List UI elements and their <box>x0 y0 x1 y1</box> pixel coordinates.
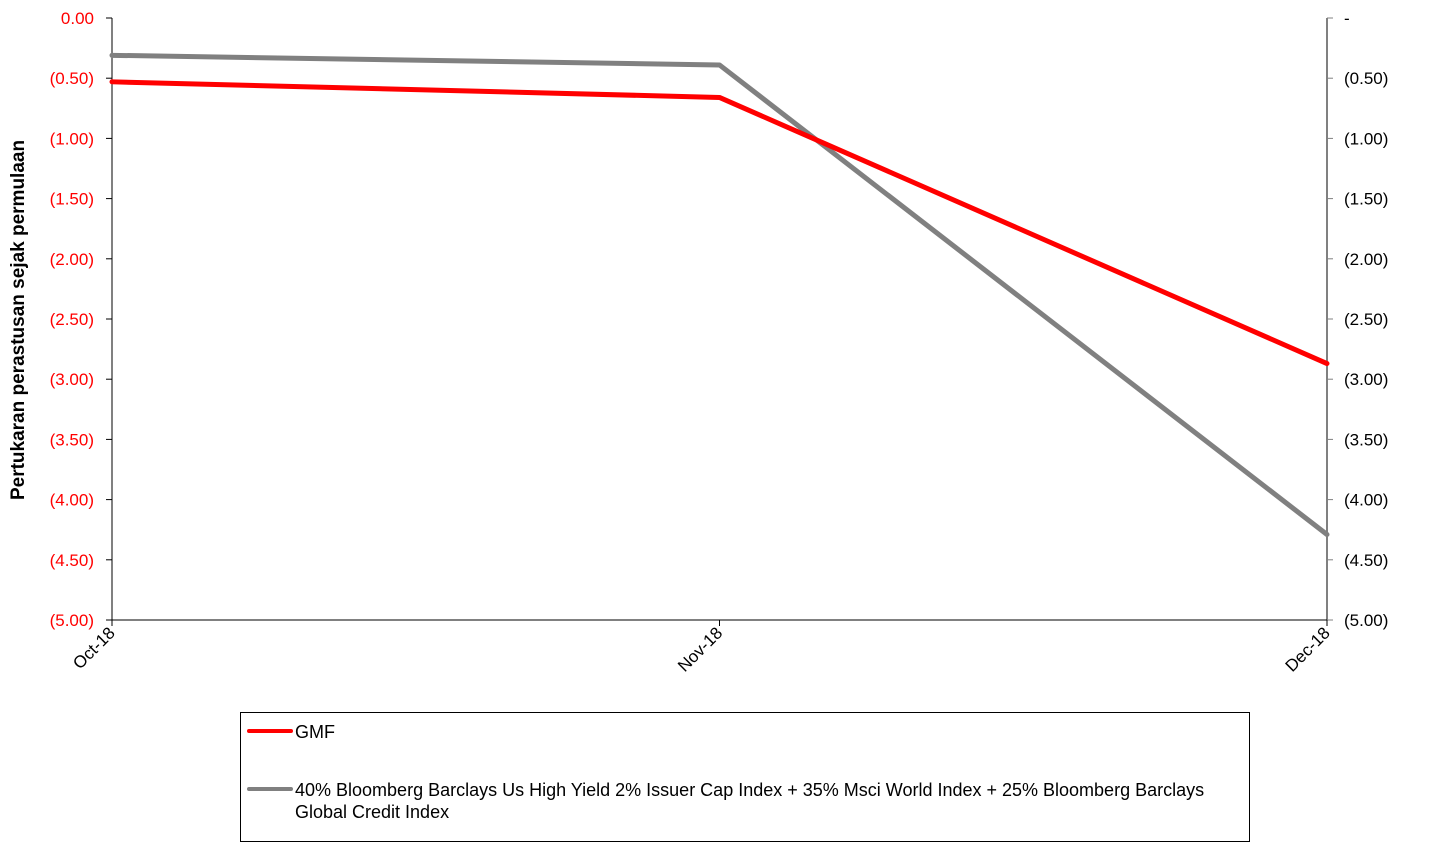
x-tick-label: Oct-18 <box>69 623 119 673</box>
right-tick-label: - <box>1344 9 1350 28</box>
right-tick-label: (3.00) <box>1344 370 1388 389</box>
legend-label-gmf: GMF <box>295 722 335 742</box>
right-tick-label: (2.50) <box>1344 310 1388 329</box>
left-tick-label: (5.00) <box>50 611 94 630</box>
right-tick-label: (1.50) <box>1344 190 1388 209</box>
left-tick-label: 0.00 <box>61 9 94 28</box>
right-tick-label: (4.50) <box>1344 551 1388 570</box>
series-layer <box>109 52 1330 538</box>
legend-item-gmf: GMF <box>247 721 1235 743</box>
legend-swatch-gmf <box>247 729 293 733</box>
left-tick-label: (1.00) <box>50 129 94 148</box>
x-tick-label: Dec-18 <box>1282 623 1334 675</box>
y-axis-title: Pertukaran perastusan sejak permulaan <box>8 140 29 500</box>
right-tick-label: (1.00) <box>1344 129 1388 148</box>
legend-item-benchmark: 40% Bloomberg Barclays Us High Yield 2% … <box>247 779 1235 823</box>
series-line-gmf <box>109 79 1330 367</box>
right-tick-label: (0.50) <box>1344 69 1388 88</box>
right-tick-label: (5.00) <box>1344 611 1388 630</box>
left-tick-label: (2.50) <box>50 310 94 329</box>
legend-swatch-benchmark <box>247 787 293 791</box>
left-tick-label: (2.00) <box>50 250 94 269</box>
line-chart: 0.00 (0.50) (1.00) (1.50) (2.00) (2.50) (3.00)… <box>8 9 1388 676</box>
x-axis: Oct-18 Nov-18 Dec-18 <box>69 619 1334 676</box>
right-tick-label: (2.00) <box>1344 250 1388 269</box>
left-tick-label: (1.50) <box>50 190 94 209</box>
legend-label-benchmark: 40% Bloomberg Barclays Us High Yield 2% … <box>295 780 1205 822</box>
right-y-axis: - (0.50) (1.00) (1.50) (2.00) (2.50) (3.00) (3.… <box>1326 9 1388 630</box>
left-tick-label: (3.00) <box>50 370 94 389</box>
left-tick-label: (4.00) <box>50 491 94 510</box>
legend: GMF 40% Bloomberg Barclays Us High Yield… <box>240 712 1250 842</box>
left-tick-label: (0.50) <box>50 69 94 88</box>
left-tick-label: (4.50) <box>50 551 94 570</box>
x-tick-label: Nov-18 <box>674 623 726 675</box>
right-tick-label: (3.50) <box>1344 430 1388 449</box>
series-line-benchmark <box>109 52 1330 538</box>
left-tick-label: (3.50) <box>50 430 94 449</box>
left-y-axis: 0.00 (0.50) (1.00) (1.50) (2.00) (2.50) (3.00)… <box>50 9 113 630</box>
right-tick-label: (4.00) <box>1344 491 1388 510</box>
